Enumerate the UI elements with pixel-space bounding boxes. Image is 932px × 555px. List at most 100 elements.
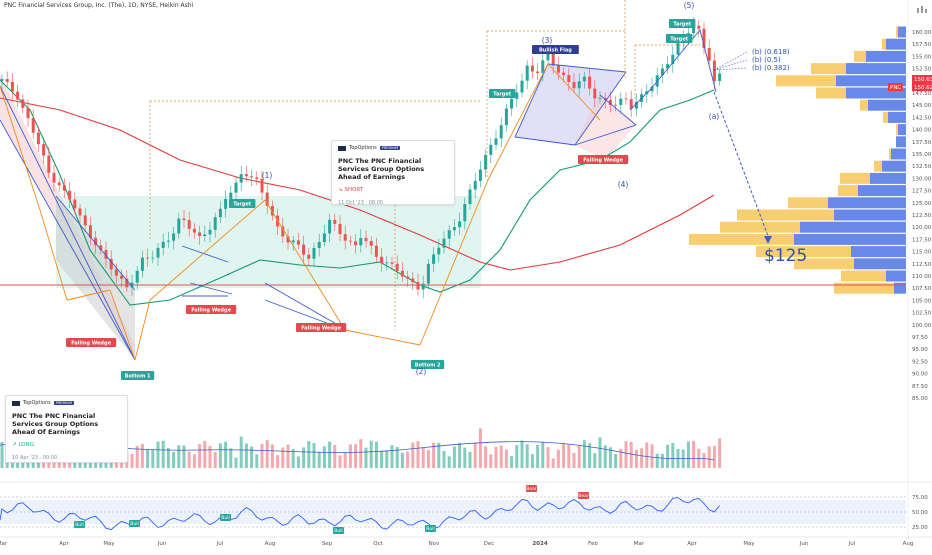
marker-box (186, 305, 237, 314)
volume-bar (146, 449, 150, 468)
candle-body (151, 257, 155, 259)
candle-body (224, 198, 228, 209)
volume-bar (390, 445, 394, 468)
volume-bar (385, 450, 389, 468)
trend-line (55, 195, 136, 291)
volume-bar (406, 451, 410, 468)
zigzag-line (264, 199, 346, 331)
rsi-tick-label: 50.00 (912, 510, 928, 516)
volume-bar (452, 446, 456, 468)
candle-body (530, 65, 534, 72)
y-tick-label: 142.50 (912, 115, 932, 121)
candle-body (296, 240, 300, 245)
candle-body (551, 53, 555, 66)
candle-body (556, 65, 560, 73)
wave-label: (a) (709, 112, 720, 121)
marker-box (229, 199, 256, 208)
candle-body (21, 99, 25, 108)
vp-bar-sell (882, 38, 886, 50)
fib-label: (b) (0.382) (752, 64, 790, 72)
rsi-signal-label: Bear (526, 486, 537, 492)
volume-bar (0, 442, 4, 468)
zigzag-line (547, 63, 601, 121)
zigzag-line (109, 289, 136, 361)
trend-line (599, 94, 637, 126)
candle-body (333, 219, 337, 224)
price-label-bg (888, 83, 903, 91)
rsi-pane: 75.00 50.00 25.00 Bull Bull Bull Bull Bull Bear B… (0, 485, 928, 534)
y-tick-label: 95.00 (912, 347, 928, 353)
volume-bar (640, 448, 644, 468)
candle-body (629, 99, 633, 109)
vp-bar-sell (794, 258, 854, 270)
volume-bar (692, 441, 696, 468)
rsi-signal-box (74, 521, 85, 528)
candle-body (109, 258, 113, 270)
volume-bar (520, 440, 524, 468)
vp-bar-buy (882, 160, 906, 172)
x-tick-label: May (743, 541, 755, 547)
candle-body (702, 28, 706, 48)
y-tick-label: 120.00 (912, 225, 932, 231)
idea-card-long[interactable]: TopOptions PREMIUM PNC The PNC Financial… (5, 395, 128, 463)
time-axis: Mar Apr May Jun Jul Aug Sep Oct Nov Dec 2024 Feb Mar… (0, 536, 932, 547)
vp-bar-sell (883, 111, 888, 123)
candle-body (572, 81, 576, 89)
candle-body (16, 91, 20, 100)
volume-bar (250, 446, 254, 468)
volume-bar (198, 444, 202, 468)
candle-body (411, 278, 415, 283)
volume-bar (546, 447, 550, 468)
volume-bar (359, 439, 363, 468)
candle-body (73, 199, 77, 209)
vp-bar-sell (838, 185, 858, 197)
candle-body (525, 65, 529, 81)
rsi-signal-box (220, 514, 231, 521)
volume-bar (562, 443, 566, 468)
idea-meta: 11 Oct '23 · 08:05 (338, 200, 384, 206)
premium-badge: PREMIUM (53, 401, 75, 405)
volume-bar (302, 447, 306, 468)
candle-body (135, 270, 139, 283)
candle-body (676, 43, 680, 55)
candle-body (484, 154, 488, 170)
idea-title-line1: PNC The PNC Financial Services Group Opt… (338, 157, 425, 173)
volume-bar (588, 443, 592, 468)
trend-line (181, 245, 229, 263)
marker-label: Target (493, 91, 512, 97)
wave-label: (3) (542, 36, 553, 45)
candle-body (57, 182, 61, 186)
projection-arrow-icon (764, 236, 772, 244)
y-tick-label: 145.00 (912, 103, 932, 109)
moving-averages (0, 79, 715, 306)
volume-bar (265, 440, 269, 468)
vp-bar-buy (891, 148, 906, 160)
volume-bar (343, 452, 347, 468)
volume-bar (421, 447, 425, 468)
candle-body (302, 244, 306, 255)
volume-bar (473, 442, 477, 468)
wave-5-line (629, 29, 717, 111)
marker-box (66, 338, 117, 347)
volume-bar (660, 453, 664, 468)
volume-bar (260, 444, 264, 468)
ma-200-line (0, 97, 715, 271)
idea-card-short[interactable]: TopOptions PREMIUM PNC The PNC Financial… (331, 140, 455, 206)
volume-bar (354, 444, 358, 468)
vp-bar-buy (836, 75, 906, 87)
share-icon[interactable] (916, 3, 928, 15)
candle-body (270, 205, 274, 216)
rsi-signal-label: Bear (578, 493, 589, 499)
x-tick-label: Nov (429, 541, 440, 547)
volume-bar (281, 447, 285, 468)
volume-bar (192, 454, 196, 468)
volume-bar (380, 450, 384, 468)
candle-body (541, 60, 545, 73)
volume-bar (655, 453, 659, 468)
idea-direction: ↗ LONG (12, 442, 34, 448)
candle-body (244, 174, 248, 177)
x-tick-label: Apr (687, 541, 697, 547)
volume-bar (556, 449, 560, 468)
